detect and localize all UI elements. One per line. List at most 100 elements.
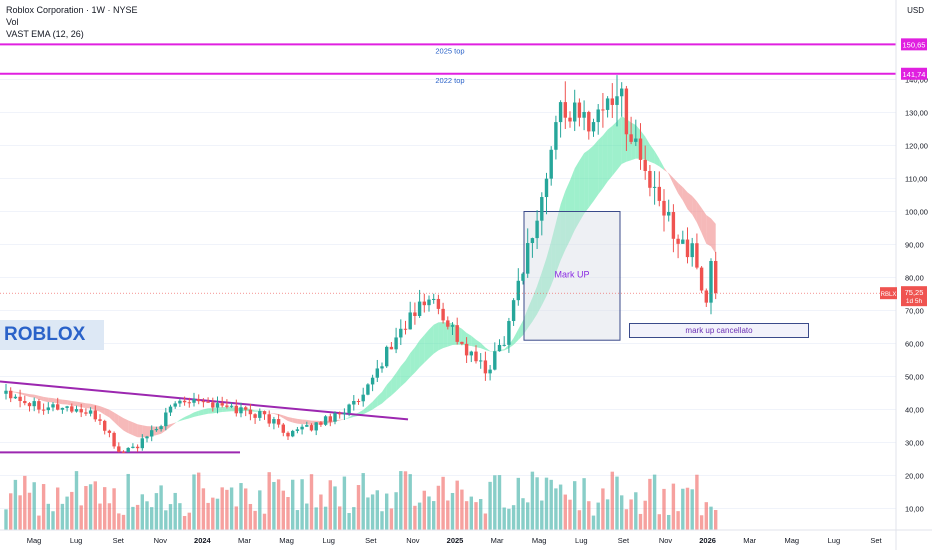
candle-body [192, 399, 196, 403]
candles [4, 75, 718, 454]
candle-body [620, 88, 624, 97]
currency-label[interactable]: USD [907, 6, 924, 15]
candle-body [46, 407, 50, 411]
candle-body [652, 186, 657, 188]
ema-band-segment [15, 391, 21, 394]
candle-body [258, 411, 262, 418]
roblox-watermark: ROBLOX [0, 320, 104, 350]
candle-body [211, 402, 215, 408]
candle-body [624, 88, 629, 135]
ema-band-segment [541, 257, 547, 306]
ema-band-segment [297, 418, 303, 425]
ema-band-segment [198, 409, 204, 416]
volume-bar [93, 481, 97, 530]
volume-bar [399, 471, 403, 530]
volume-bar [140, 494, 144, 530]
candle-body [681, 239, 685, 244]
ema-band-segment [194, 410, 199, 417]
candle-body [173, 403, 177, 407]
candle-body [432, 298, 436, 300]
volume-bar [549, 479, 553, 530]
grid-lines [0, 79, 896, 509]
volume-bar [135, 504, 140, 530]
volume-bar [681, 488, 685, 530]
ema-band [6, 116, 716, 438]
price-tick-label: 90,00 [905, 241, 924, 250]
volume-bar [417, 502, 422, 530]
volume-bar [540, 500, 544, 530]
candle-body [544, 178, 549, 198]
candle-body [629, 134, 633, 142]
volume-bar [474, 502, 478, 530]
ema-band-segment [114, 412, 119, 427]
candle-body [164, 412, 168, 427]
volume-bar [375, 490, 379, 530]
candle-body [370, 377, 375, 385]
ema-band-segment [532, 285, 538, 322]
volume-bar [206, 502, 210, 530]
volume-bar [638, 513, 643, 530]
ema-band-segment [673, 177, 679, 194]
volume-bar [164, 510, 168, 530]
volume-bars [4, 471, 718, 530]
ema-band-segment [43, 396, 49, 403]
ema-band-segment [664, 167, 669, 175]
volume-bar [563, 494, 567, 530]
candle-body [333, 413, 337, 422]
candle-body [615, 96, 619, 105]
candle-body [587, 111, 591, 132]
time-tick-label: 2026 [699, 536, 716, 545]
ema-indicator-label[interactable]: VAST EMA (12, 26) [6, 29, 84, 39]
ema-band-segment [546, 241, 552, 297]
volume-bar [225, 489, 229, 530]
time-tick-label: Set [870, 536, 882, 545]
candle-body [201, 401, 206, 403]
volume-bar [65, 496, 69, 530]
candle-body [98, 419, 102, 421]
price-tick-label: 50,00 [905, 373, 924, 382]
candle-body [638, 138, 643, 160]
volume-bar [276, 479, 281, 530]
ema-band-segment [410, 347, 415, 378]
volume-bar [314, 507, 318, 530]
time-tick-label: Set [113, 536, 125, 545]
volume-bar [88, 484, 93, 530]
price-tick-label: 140,00 [905, 76, 928, 85]
candle-body [389, 346, 394, 350]
volume-bar [558, 484, 563, 530]
ema-band-segment [104, 407, 110, 418]
ema-band-segment [288, 416, 293, 423]
time-tick-label: Nov [659, 536, 673, 545]
volume-bar [192, 474, 196, 530]
ema-band-segment [668, 173, 674, 185]
volume-bar [187, 512, 191, 530]
ema-band-segment [396, 366, 401, 392]
volume-bar [248, 503, 253, 530]
candle-body [422, 301, 426, 306]
ema-band-segment [678, 182, 683, 201]
time-tick-label: Mag [27, 536, 42, 545]
ema-band-segment [654, 151, 660, 167]
candle-body [305, 425, 309, 427]
ema-band-segment [400, 360, 406, 387]
price-tick-label: 40,00 [905, 406, 924, 415]
candle-body [385, 346, 389, 367]
volume-bar [319, 494, 323, 530]
volume-bar [605, 499, 610, 530]
candle-body [319, 422, 323, 425]
ema-band-segment [222, 407, 227, 413]
price-tick-label: 30,00 [905, 439, 924, 448]
candle-body [460, 341, 464, 344]
candle-body [187, 402, 191, 404]
candle-body [112, 432, 116, 447]
candle-body [399, 328, 403, 338]
volume-bar [432, 501, 436, 530]
ema-band-segment [466, 332, 472, 346]
volume-bar [51, 511, 55, 530]
markup-cancelled-note[interactable]: mark up cancellato [629, 323, 809, 338]
volume-indicator-label[interactable]: Vol [6, 17, 19, 27]
time-tick-label: Nov [154, 536, 168, 545]
volume-bar [427, 496, 431, 530]
ema-band-segment [85, 403, 91, 409]
